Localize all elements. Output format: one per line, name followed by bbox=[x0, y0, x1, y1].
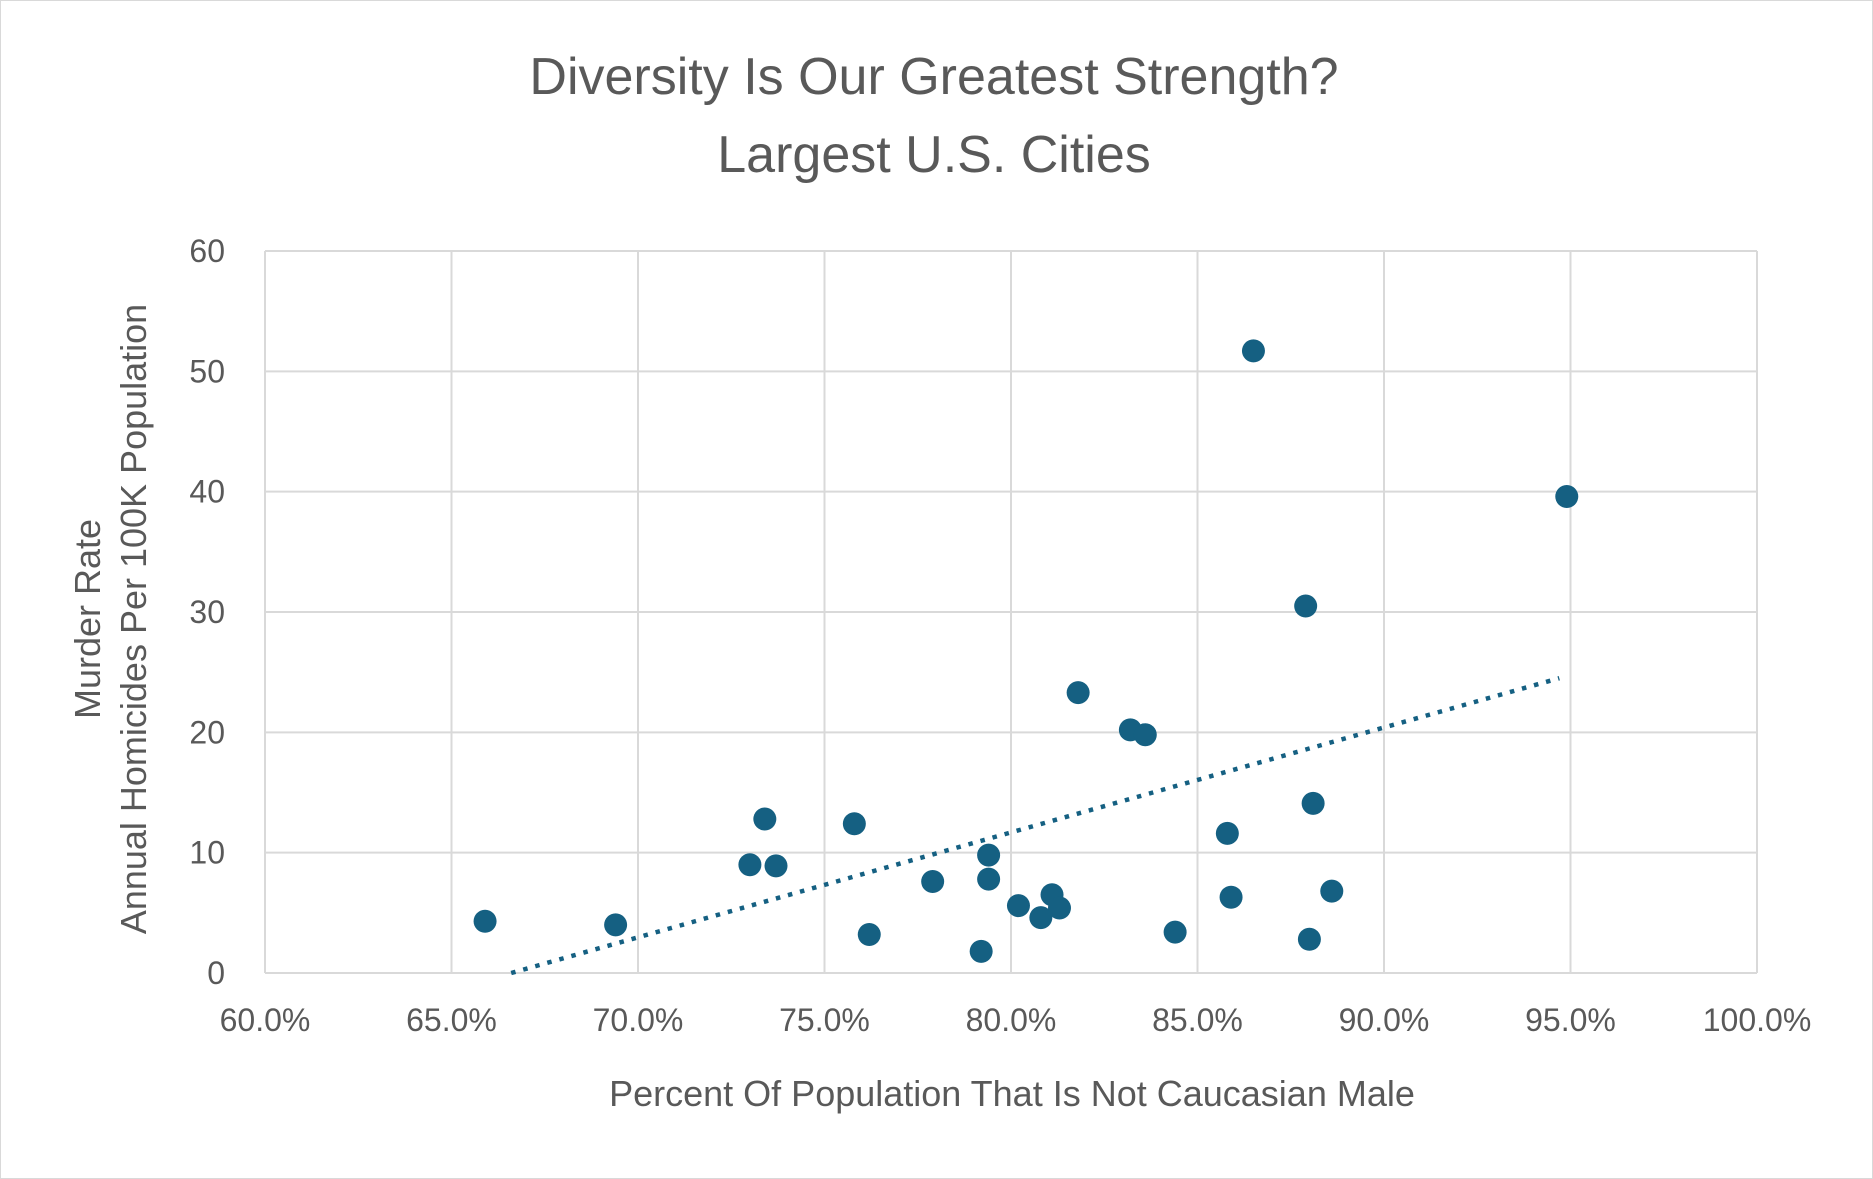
trendline-group bbox=[510, 676, 1560, 976]
data-point-17 bbox=[1133, 723, 1157, 747]
data-point-8 bbox=[969, 939, 993, 963]
data-point-12 bbox=[1029, 906, 1053, 930]
data-point-23 bbox=[1297, 927, 1321, 951]
x-axis-title: Percent Of Population That Is Not Caucas… bbox=[609, 1073, 1415, 1114]
data-point-20 bbox=[1219, 885, 1243, 909]
data-point-14 bbox=[1047, 896, 1071, 920]
y-tick-label: 30 bbox=[189, 594, 225, 630]
x-tick-label: 95.0% bbox=[1525, 1002, 1616, 1038]
data-point-22 bbox=[1294, 594, 1318, 618]
gridlines bbox=[264, 250, 1758, 974]
y-axis-title: Murder Rate Annual Homicides Per 100K Po… bbox=[67, 304, 154, 934]
data-point-24 bbox=[1301, 791, 1325, 815]
data-point-7 bbox=[921, 870, 945, 894]
x-tick-label: 100.0% bbox=[1703, 1002, 1812, 1038]
x-tick-label: 90.0% bbox=[1339, 1002, 1430, 1038]
data-point-21 bbox=[1241, 339, 1265, 363]
data-point-15 bbox=[1066, 681, 1090, 705]
x-tick-label: 70.0% bbox=[593, 1002, 684, 1038]
data-point-9 bbox=[977, 843, 1001, 867]
y-tick-label: 60 bbox=[189, 233, 225, 269]
data-point-6 bbox=[857, 922, 881, 946]
data-point-18 bbox=[1163, 920, 1187, 944]
y-axis-title-line2: Annual Homicides Per 100K Population bbox=[113, 304, 154, 934]
data-point-11 bbox=[1006, 894, 1030, 918]
x-tick-label: 85.0% bbox=[1152, 1002, 1243, 1038]
y-tick-label: 40 bbox=[189, 474, 225, 510]
x-tick-label: 80.0% bbox=[966, 1002, 1057, 1038]
data-point-1 bbox=[604, 913, 628, 937]
data-point-5 bbox=[842, 812, 866, 836]
x-axis-ticks: 60.0% 65.0% 70.0% 75.0% 80.0% 85.0% 90.0% 95.0%… bbox=[220, 1002, 1812, 1038]
y-axis-ticks: 0 10 20 30 40 50 60 bbox=[189, 233, 225, 991]
data-point-25 bbox=[1320, 879, 1344, 903]
y-tick-label: 50 bbox=[189, 353, 225, 389]
x-tick-label: 75.0% bbox=[779, 1002, 870, 1038]
x-tick-label: 60.0% bbox=[220, 1002, 311, 1038]
y-tick-label: 0 bbox=[207, 955, 225, 991]
data-point-10 bbox=[977, 867, 1001, 891]
y-axis-title-line1: Murder Rate bbox=[67, 519, 108, 719]
data-point-19 bbox=[1215, 821, 1239, 845]
chart-title: Diversity Is Our Greatest Strength? bbox=[529, 48, 1338, 106]
data-point-26 bbox=[1555, 484, 1579, 508]
y-tick-label: 20 bbox=[189, 714, 225, 750]
y-tick-label: 10 bbox=[189, 835, 225, 871]
chart-subtitle: Largest U.S. Cities bbox=[717, 126, 1151, 184]
data-point-0 bbox=[473, 909, 497, 933]
x-tick-label: 65.0% bbox=[406, 1002, 497, 1038]
data-points bbox=[473, 339, 1579, 963]
trendline bbox=[510, 676, 1560, 976]
data-point-2 bbox=[738, 853, 762, 877]
data-point-3 bbox=[753, 807, 777, 831]
data-point-4 bbox=[764, 854, 788, 878]
